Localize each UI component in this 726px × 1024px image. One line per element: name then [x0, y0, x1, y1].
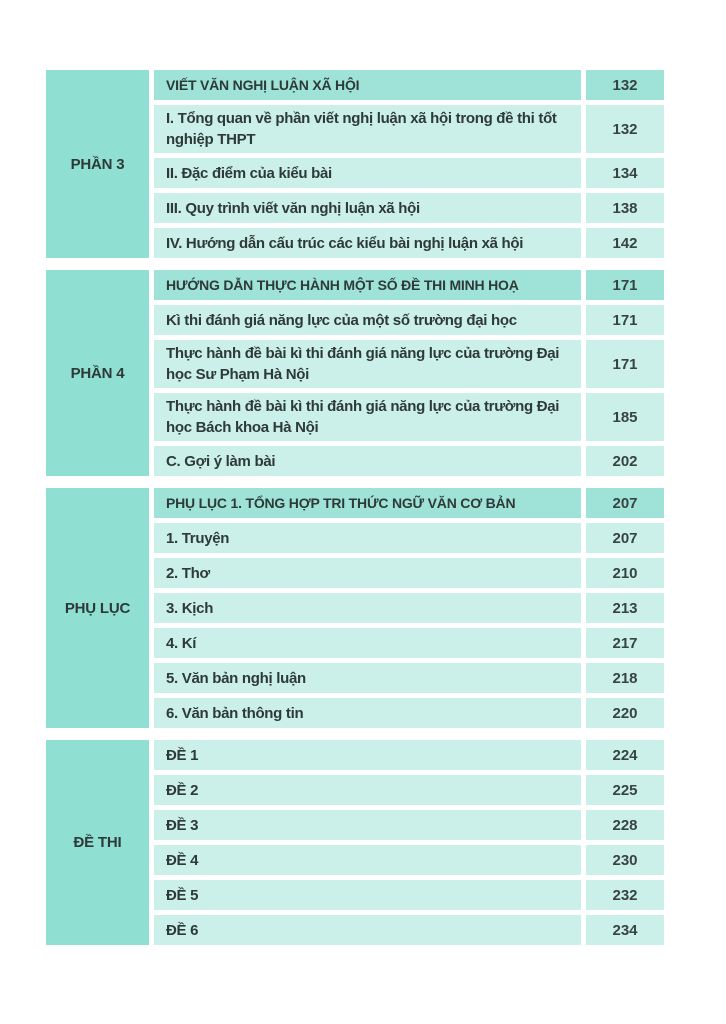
- section-label: PHẦN 3: [46, 70, 149, 258]
- toc-row: PHỤ LỤC 1. TỔNG HỢP TRI THỨC NGỮ VĂN CƠ …: [154, 488, 664, 518]
- row-title: ĐỀ 4: [154, 845, 581, 875]
- row-title: ĐỀ 2: [154, 775, 581, 805]
- row-page-number: 138: [586, 193, 664, 223]
- row-page-number: 210: [586, 558, 664, 588]
- row-page-number: 185: [586, 393, 664, 441]
- row-title: I. Tổng quan về phần viết nghị luận xã h…: [154, 105, 581, 153]
- section-phan-3: PHẦN 3 VIẾT VĂN NGHỊ LUẬN XÃ HỘI 132 I. …: [46, 70, 664, 258]
- toc-row: ĐỀ 1 224: [154, 740, 664, 770]
- toc-row: Thực hành đề bài kì thi đánh giá năng lự…: [154, 393, 664, 441]
- section-rows: ĐỀ 1 224 ĐỀ 2 225 ĐỀ 3 228 ĐỀ 4 230 ĐỀ 5: [154, 740, 664, 945]
- toc-row: II. Đặc điểm của kiểu bài 134: [154, 158, 664, 188]
- toc-row: 1. Truyện 207: [154, 523, 664, 553]
- row-title: 5. Văn bản nghị luận: [154, 663, 581, 693]
- row-page-number: 218: [586, 663, 664, 693]
- section-rows: PHỤ LỤC 1. TỔNG HỢP TRI THỨC NGỮ VĂN CƠ …: [154, 488, 664, 728]
- row-page-number: 225: [586, 775, 664, 805]
- row-title: III. Quy trình viết văn nghị luận xã hội: [154, 193, 581, 223]
- row-page-number: 220: [586, 698, 664, 728]
- toc-table: PHẦN 3 VIẾT VĂN NGHỊ LUẬN XÃ HỘI 132 I. …: [46, 70, 664, 945]
- row-page-number: 132: [586, 105, 664, 153]
- row-page-number: 234: [586, 915, 664, 945]
- row-page-number: 224: [586, 740, 664, 770]
- section-label: PHẦN 4: [46, 270, 149, 476]
- row-title: ĐỀ 6: [154, 915, 581, 945]
- row-page-number: 142: [586, 228, 664, 258]
- toc-row: ĐỀ 4 230: [154, 845, 664, 875]
- toc-row: C. Gợi ý làm bài 202: [154, 446, 664, 476]
- row-title: 4. Kí: [154, 628, 581, 658]
- section-phu-luc: PHỤ LỤC PHỤ LỤC 1. TỔNG HỢP TRI THỨC NGỮ…: [46, 488, 664, 728]
- toc-row: ĐỀ 6 234: [154, 915, 664, 945]
- row-title: PHỤ LỤC 1. TỔNG HỢP TRI THỨC NGỮ VĂN CƠ …: [154, 488, 581, 518]
- row-page-number: 171: [586, 270, 664, 300]
- row-page-number: 134: [586, 158, 664, 188]
- toc-row: IV. Hướng dẫn cấu trúc các kiểu bài nghị…: [154, 228, 664, 258]
- row-page-number: 207: [586, 488, 664, 518]
- row-page-number: 171: [586, 340, 664, 388]
- row-title: ĐỀ 5: [154, 880, 581, 910]
- row-title: VIẾT VĂN NGHỊ LUẬN XÃ HỘI: [154, 70, 581, 100]
- row-page-number: 171: [586, 305, 664, 335]
- row-title: C. Gợi ý làm bài: [154, 446, 581, 476]
- row-title: Kì thi đánh giá năng lực của một số trườ…: [154, 305, 581, 335]
- toc-row: III. Quy trình viết văn nghị luận xã hội…: [154, 193, 664, 223]
- row-title: 3. Kịch: [154, 593, 581, 623]
- toc-row: ĐỀ 5 232: [154, 880, 664, 910]
- row-page-number: 202: [586, 446, 664, 476]
- toc-row: 4. Kí 217: [154, 628, 664, 658]
- toc-row: VIẾT VĂN NGHỊ LUẬN XÃ HỘI 132: [154, 70, 664, 100]
- row-title: IV. Hướng dẫn cấu trúc các kiểu bài nghị…: [154, 228, 581, 258]
- row-title: ĐỀ 3: [154, 810, 581, 840]
- row-page-number: 232: [586, 880, 664, 910]
- section-de-thi: ĐỀ THI ĐỀ 1 224 ĐỀ 2 225 ĐỀ 3 228 ĐỀ 4 2…: [46, 740, 664, 945]
- row-page-number: 207: [586, 523, 664, 553]
- toc-row: 3. Kịch 213: [154, 593, 664, 623]
- toc-row: ĐỀ 3 228: [154, 810, 664, 840]
- section-label: ĐỀ THI: [46, 740, 149, 945]
- section-rows: HƯỚNG DẪN THỰC HÀNH MỘT SỐ ĐỀ THI MINH H…: [154, 270, 664, 476]
- toc-row: 5. Văn bản nghị luận 218: [154, 663, 664, 693]
- section-label: PHỤ LỤC: [46, 488, 149, 728]
- row-title: ĐỀ 1: [154, 740, 581, 770]
- row-title: Thực hành đề bài kì thi đánh giá năng lự…: [154, 340, 581, 388]
- toc-row: 2. Thơ 210: [154, 558, 664, 588]
- toc-row: HƯỚNG DẪN THỰC HÀNH MỘT SỐ ĐỀ THI MINH H…: [154, 270, 664, 300]
- row-page-number: 228: [586, 810, 664, 840]
- section-rows: VIẾT VĂN NGHỊ LUẬN XÃ HỘI 132 I. Tổng qu…: [154, 70, 664, 258]
- row-page-number: 132: [586, 70, 664, 100]
- row-title: Thực hành đề bài kì thi đánh giá năng lự…: [154, 393, 581, 441]
- row-page-number: 213: [586, 593, 664, 623]
- section-phan-4: PHẦN 4 HƯỚNG DẪN THỰC HÀNH MỘT SỐ ĐỀ THI…: [46, 270, 664, 476]
- toc-row: ĐỀ 2 225: [154, 775, 664, 805]
- row-title: 1. Truyện: [154, 523, 581, 553]
- toc-row: 6. Văn bản thông tin 220: [154, 698, 664, 728]
- toc-row: Kì thi đánh giá năng lực của một số trườ…: [154, 305, 664, 335]
- toc-row: Thực hành đề bài kì thi đánh giá năng lự…: [154, 340, 664, 388]
- row-title: 2. Thơ: [154, 558, 581, 588]
- row-title: 6. Văn bản thông tin: [154, 698, 581, 728]
- row-page-number: 217: [586, 628, 664, 658]
- row-title: HƯỚNG DẪN THỰC HÀNH MỘT SỐ ĐỀ THI MINH H…: [154, 270, 581, 300]
- row-title: II. Đặc điểm của kiểu bài: [154, 158, 581, 188]
- toc-row: I. Tổng quan về phần viết nghị luận xã h…: [154, 105, 664, 153]
- row-page-number: 230: [586, 845, 664, 875]
